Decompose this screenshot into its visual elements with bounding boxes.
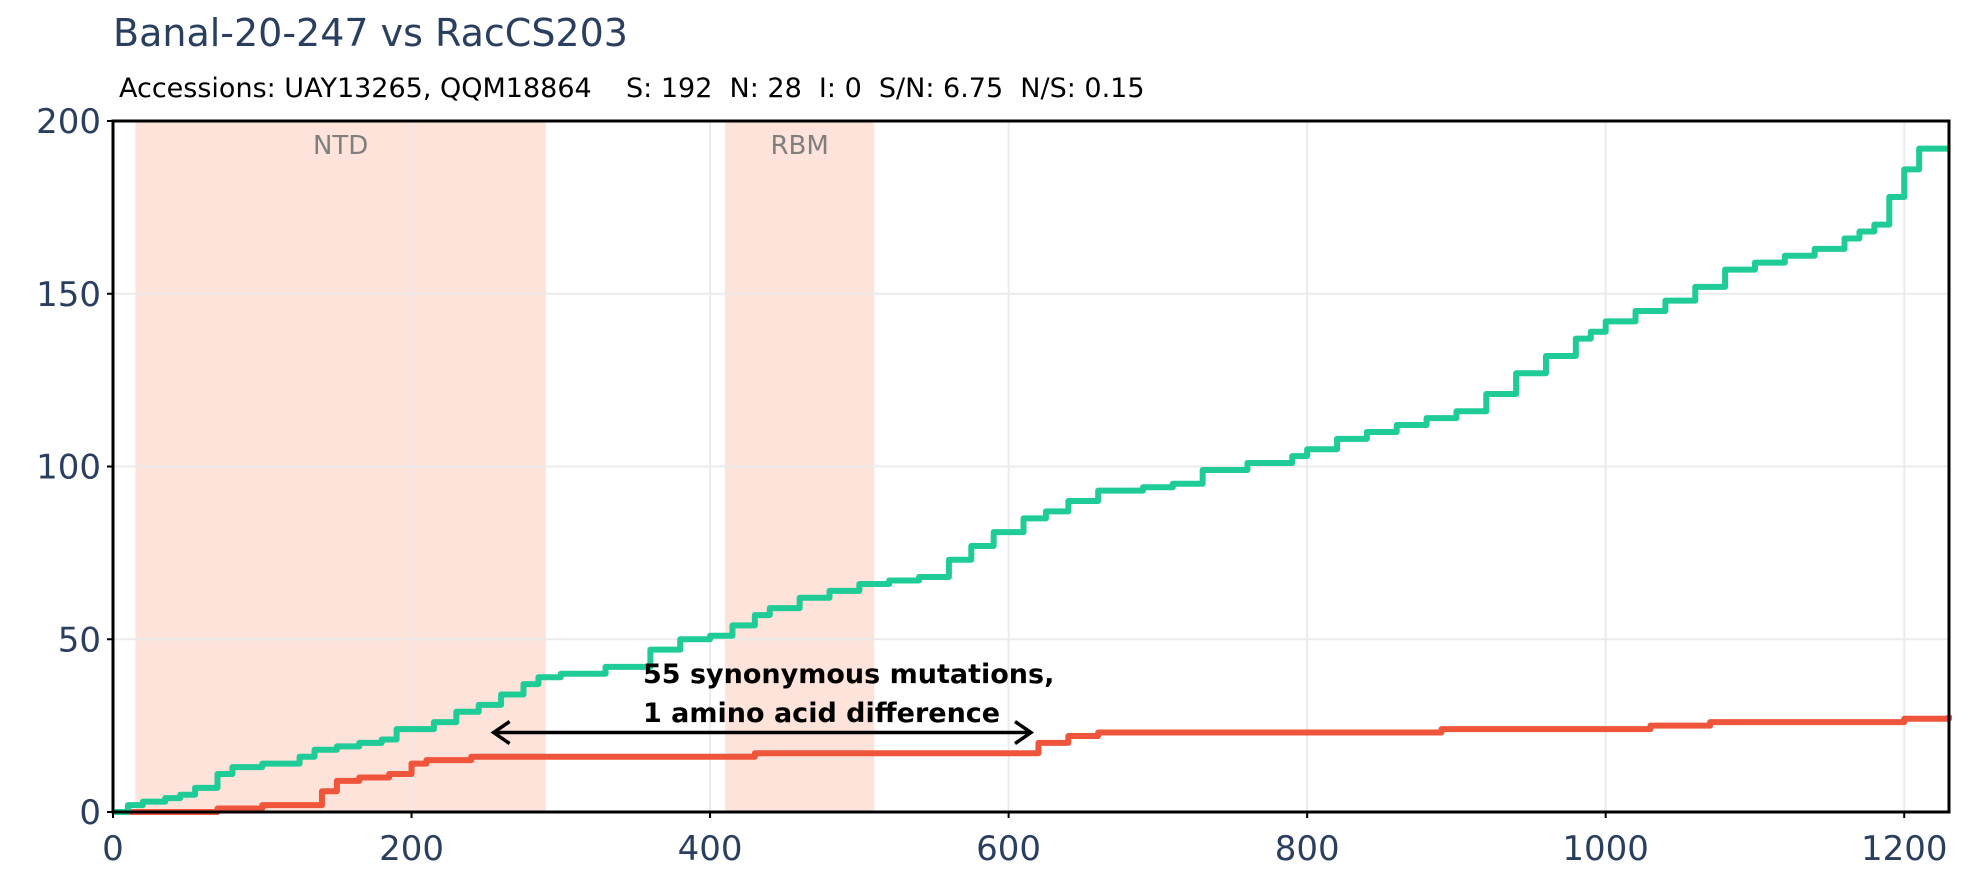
x-tick-label: 800 (1275, 829, 1340, 869)
y-axis-ticks: 0 50 100 150 200 (36, 102, 113, 833)
arrowhead-left (490, 720, 511, 745)
x-tick-label: 1200 (1861, 829, 1948, 869)
y-tick-label: 0 (79, 793, 101, 833)
arrowhead-right (1014, 720, 1035, 745)
x-tick-label: 200 (379, 829, 444, 869)
series-line-n (113, 715, 1952, 815)
y-tick-label: 200 (36, 102, 101, 142)
x-axis-ticks: 0 200 400 600 800 1000 1200 (102, 812, 1947, 869)
series-line-s (113, 145, 1949, 815)
y-tick-label: 50 (58, 620, 101, 660)
x-tick-label: 0 (102, 829, 124, 869)
chart-title: Banal-20-247 vs RacCS203 (113, 11, 628, 55)
y-tick-label: 100 (36, 448, 101, 488)
x-tick-label: 1000 (1562, 829, 1649, 869)
x-tick-label: 600 (976, 829, 1041, 869)
region-label-ntd: NTD (313, 131, 368, 161)
annotation-line-1: 55 synonymous mutations, (643, 659, 1054, 690)
x-tick-label: 400 (678, 829, 743, 869)
annotations: 55 synonymous mutations, 1 amino acid dif… (490, 659, 1054, 745)
chart-subtitle: Accessions: UAY13265, QQM18864 S: 192 N:… (119, 73, 1145, 104)
annotation-line-2: 1 amino acid difference (643, 698, 1000, 729)
region-label-rbm: RBM (770, 131, 828, 161)
y-tick-label: 150 (36, 275, 101, 315)
